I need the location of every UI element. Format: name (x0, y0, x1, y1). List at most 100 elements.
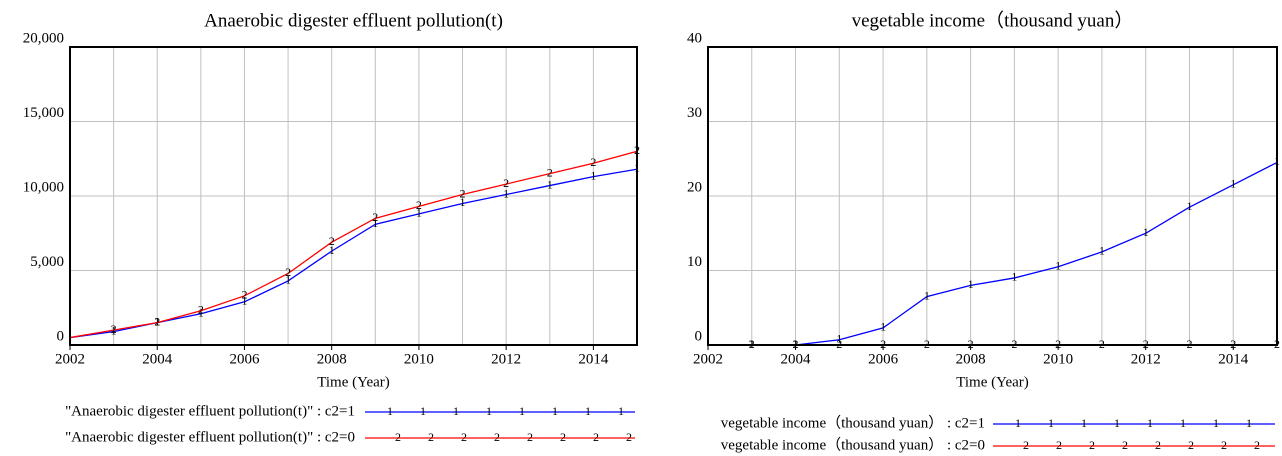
legend-marker: 1 (387, 404, 393, 418)
x-tick-label: 2006 (868, 351, 899, 367)
point-marker: 1 (416, 206, 422, 220)
series-line (69, 168, 638, 339)
point-marker: 1 (460, 195, 466, 209)
x-tick-label: 2008 (956, 351, 986, 367)
point-marker: 1 (154, 314, 160, 328)
legend-marker: 1 (1048, 416, 1054, 430)
legend-label: vegetable income（thousand yuan） : c2=1 (721, 414, 985, 431)
point-marker: 2 (749, 337, 755, 351)
point-marker: 2 (1230, 337, 1236, 351)
point-marker: 2 (329, 234, 335, 248)
legend-marker: 1 (486, 404, 492, 418)
point-marker: 1 (198, 305, 204, 319)
point-marker: 1 (241, 294, 247, 308)
point-marker: 2 (590, 155, 596, 169)
y-tick-label: 20 (687, 179, 702, 195)
legend-marker: 2 (1221, 438, 1227, 452)
point-marker: 1 (372, 216, 378, 230)
point-marker: 1 (329, 243, 335, 257)
x-tick-label: 2002 (693, 351, 723, 367)
point-marker: 1 (503, 186, 509, 200)
plot-frame (69, 46, 638, 346)
legend-marker: 2 (1122, 438, 1128, 452)
legend-marker: 2 (1155, 438, 1161, 452)
point-marker: 2 (241, 288, 247, 302)
legend-marker: 1 (1015, 416, 1021, 430)
x-tick-label: 2012 (1131, 351, 1161, 367)
x-tick-label: 2010 (1043, 351, 1073, 367)
legend-marker: 1 (585, 404, 591, 418)
legend-marker: 1 (519, 404, 525, 418)
y-tick-label: 5,000 (30, 254, 64, 270)
legend-marker: 1 (618, 404, 624, 418)
point-marker: 1 (968, 277, 974, 291)
point-marker: 1 (1230, 177, 1236, 191)
x-tick-label: 2014 (1218, 351, 1249, 367)
point-marker: 2 (416, 198, 422, 212)
point-marker: 2 (1055, 337, 1061, 351)
legend-marker: 1 (1114, 416, 1120, 430)
legend-marker: 2 (1056, 438, 1062, 452)
x-tick-label: 2006 (229, 351, 260, 367)
legend-marker: 1 (1180, 416, 1186, 430)
point-marker: 1 (1011, 270, 1017, 284)
point-marker: 1 (285, 273, 291, 287)
point-marker: 2 (547, 165, 553, 179)
legend-marker: 1 (1081, 416, 1087, 430)
series-line (708, 161, 1278, 346)
y-tick-label: 0 (695, 328, 703, 344)
x-tick-label: 2014 (578, 351, 609, 367)
x-tick-label: 2012 (491, 351, 521, 367)
point-marker: 2 (1011, 337, 1017, 351)
x-tick-label: 2002 (55, 351, 85, 367)
point-marker: 2 (836, 337, 842, 351)
x-tick-label: 2004 (781, 351, 812, 367)
point-marker: 2 (968, 337, 974, 351)
point-marker: 2 (1099, 337, 1105, 351)
legend-marker: 2 (626, 430, 632, 444)
legend-marker: 2 (461, 430, 467, 444)
chart-title: vegetable income（thousand yuan） (852, 9, 1134, 31)
legend-marker: 1 (420, 404, 426, 418)
point-marker: 1 (590, 168, 596, 182)
y-tick-label: 10 (687, 254, 702, 270)
point-marker: 1 (880, 320, 886, 334)
legend-marker: 2 (560, 430, 566, 444)
legend-marker: 2 (494, 430, 500, 444)
point-marker: 1 (1143, 225, 1149, 239)
x-tick-label: 2008 (317, 351, 347, 367)
y-tick-label: 15,000 (23, 105, 64, 121)
x-axis-label: Time (Year) (317, 374, 390, 390)
point-marker: 1 (547, 177, 553, 191)
point-marker: 1 (793, 337, 799, 351)
legend-marker: 1 (1213, 416, 1219, 430)
x-tick-label: 2010 (404, 351, 434, 367)
point-marker: 2 (793, 337, 799, 351)
y-tick-label: 10,000 (23, 179, 64, 195)
point-marker: 2 (1186, 337, 1192, 351)
point-marker: 2 (372, 210, 378, 224)
point-marker: 2 (1143, 337, 1149, 351)
x-axis-label: Time (Year) (956, 374, 1029, 390)
point-marker: 1 (836, 332, 842, 346)
point-marker: 2 (880, 337, 886, 351)
point-marker: 2 (111, 322, 117, 336)
point-marker: 2 (285, 265, 291, 279)
point-marker: 2 (503, 176, 509, 190)
point-marker: 2 (154, 314, 160, 328)
plot-frame (707, 46, 1278, 346)
point-marker: 1 (1055, 259, 1061, 273)
legend-marker: 2 (1089, 438, 1095, 452)
y-tick-label: 0 (57, 328, 65, 344)
legend-marker: 2 (1023, 438, 1029, 452)
point-marker: 1 (924, 288, 930, 302)
point-marker: 2 (924, 337, 930, 351)
legend-label: "Anaerobic digester effluent pollution(t… (65, 429, 355, 445)
series-line (69, 150, 638, 339)
legend-marker: 1 (1147, 416, 1153, 430)
legend-label: vegetable income（thousand yuan） : c2=0 (721, 436, 985, 453)
point-marker: 1 (1099, 244, 1105, 258)
y-tick-label: 20,000 (23, 30, 64, 46)
legend-marker: 1 (1246, 416, 1252, 430)
